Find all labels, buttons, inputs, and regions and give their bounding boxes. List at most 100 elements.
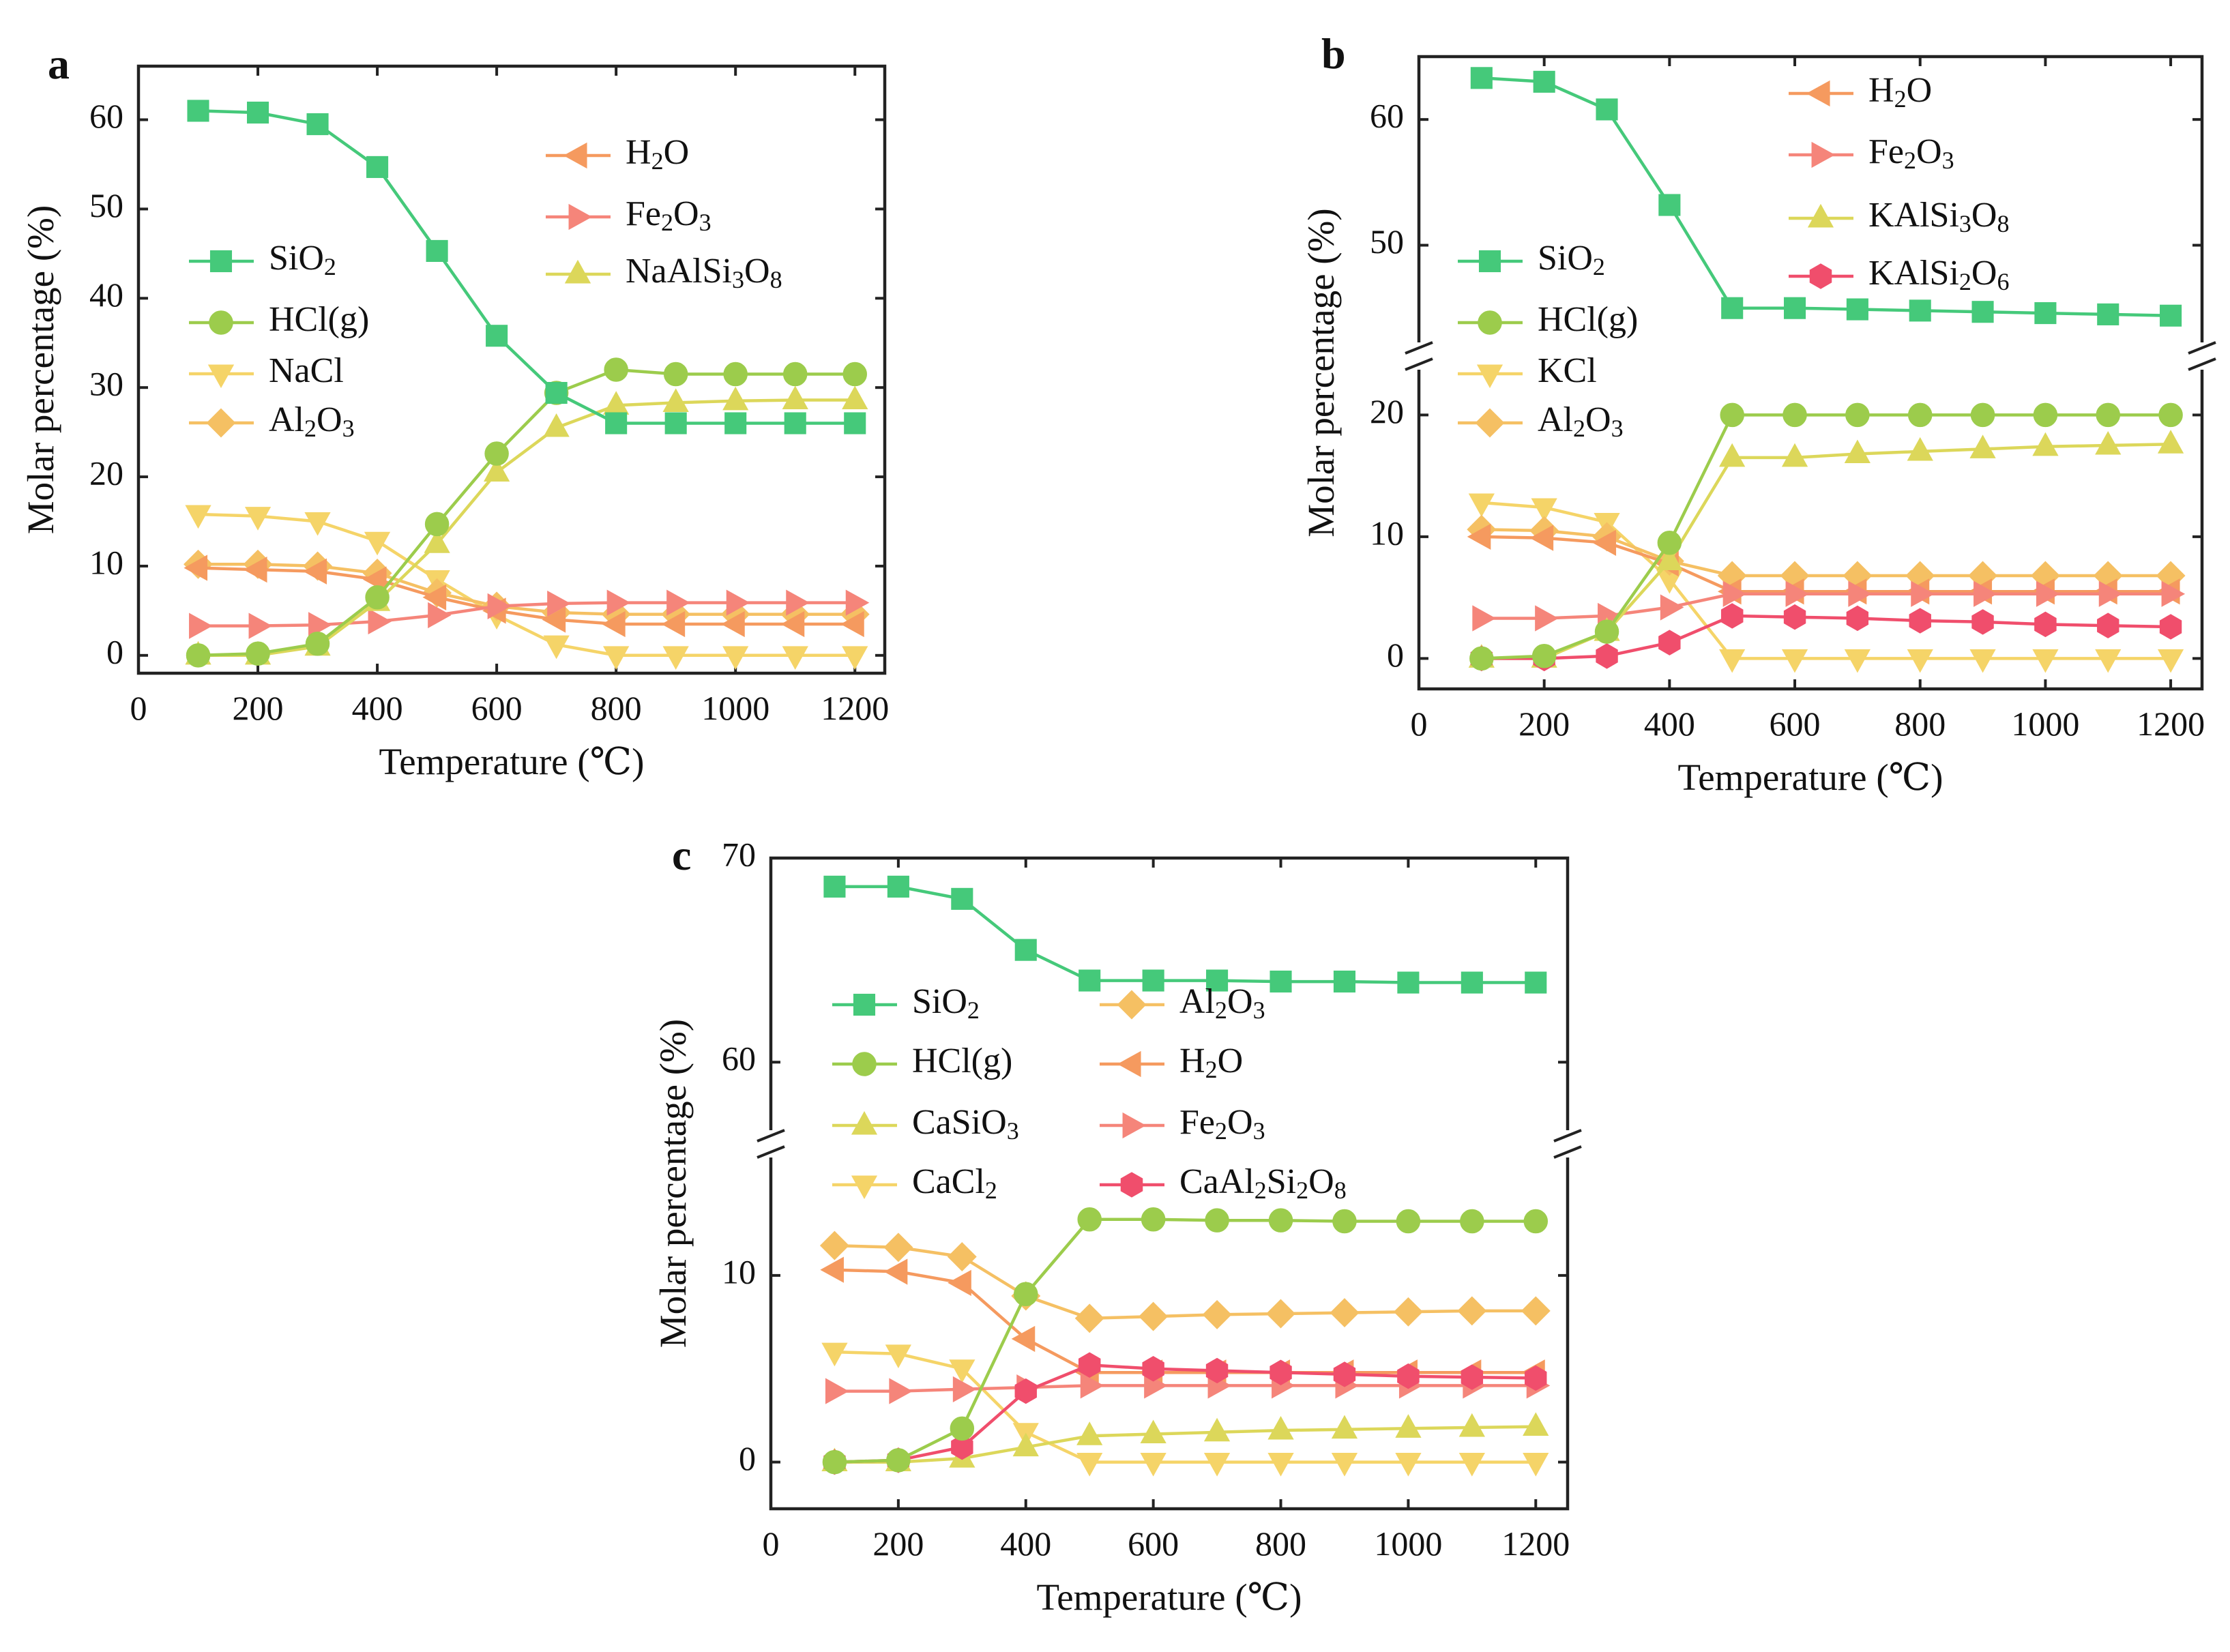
x-tick-label: 1000	[701, 689, 769, 727]
y-tick-label: 10	[89, 543, 123, 581]
axis-break-mark	[756, 1129, 786, 1159]
legend-marker	[1120, 1172, 1143, 1198]
legend-label: KCl	[1538, 351, 1597, 390]
data-point	[1782, 402, 1807, 428]
legend-item-Fe2O3: Fe2O3	[546, 194, 711, 236]
data-point	[1523, 1453, 1549, 1477]
data-point	[819, 1230, 849, 1260]
data-point	[1461, 971, 1483, 994]
data-point	[1140, 1453, 1167, 1477]
legend-label: CaAl2Si2O8	[1179, 1162, 1347, 1204]
data-point	[1781, 649, 1808, 673]
data-point	[721, 610, 745, 638]
data-point	[782, 385, 808, 410]
data-point	[1971, 609, 1994, 635]
data-point	[306, 113, 329, 136]
legend-marker	[1478, 310, 1502, 335]
data-point	[1783, 297, 1806, 319]
legend-label-subscript: 2	[1215, 997, 1227, 1024]
data-point	[1014, 939, 1037, 961]
data-point	[840, 610, 864, 638]
x-tick-label: 200	[872, 1524, 924, 1563]
legend-label: CaSiO3	[912, 1103, 1019, 1145]
legend-label-subscript: 3	[1253, 997, 1265, 1024]
data-point	[1012, 1432, 1039, 1457]
legend-label-subscript: 2	[651, 147, 664, 175]
data-point	[602, 610, 626, 638]
legend-item-CaSiO3: CaSiO3	[832, 1103, 1019, 1145]
data-point	[305, 632, 330, 656]
legend-marker	[1117, 990, 1147, 1020]
data-point	[244, 507, 272, 531]
data-point	[1722, 580, 1747, 607]
data-point	[1846, 298, 1868, 321]
legend-marker	[1478, 250, 1501, 273]
legend-marker	[1809, 263, 1832, 289]
data-point	[842, 362, 867, 387]
data-point	[1594, 619, 1619, 644]
data-point	[842, 646, 868, 670]
data-point	[1014, 1282, 1038, 1307]
data-point	[1014, 1378, 1037, 1404]
legend-label: KAlSi2O6	[1868, 254, 2009, 295]
series-Fe2O3	[1472, 580, 2186, 632]
x-axis-title: Temperature (℃)	[1677, 756, 1943, 798]
data-point	[782, 646, 808, 670]
data-point	[1533, 70, 1555, 93]
series-HCl(g)	[1469, 402, 2183, 671]
data-point	[886, 1448, 911, 1473]
legend-item-NaAlSi3O8: NaAlSi3O8	[546, 252, 782, 293]
series-line	[834, 1425, 1536, 1464]
legend-label-subscript: 3	[1007, 1117, 1019, 1145]
series-Fe2O3	[189, 589, 870, 639]
y-tick-label: 40	[89, 276, 123, 314]
data-point	[821, 1342, 848, 1367]
x-tick-label: 400	[1000, 1524, 1051, 1563]
legend-label-subscript: 2	[324, 253, 336, 280]
data-point	[605, 412, 628, 434]
data-point	[1076, 1453, 1103, 1477]
data-point	[2032, 432, 2059, 456]
legend-item-Fe2O3: Fe2O3	[1789, 132, 1954, 174]
data-point	[1848, 580, 1872, 607]
data-point	[1333, 971, 1356, 993]
data-point	[2157, 649, 2184, 673]
data-point	[883, 1258, 908, 1285]
legend-label: Al2O3	[1538, 400, 1624, 442]
legend-label-text: O	[744, 252, 770, 291]
data-point	[547, 590, 571, 617]
data-point	[845, 589, 870, 616]
series-SiO2	[187, 100, 866, 434]
x-tick-label: 800	[1255, 1524, 1306, 1563]
data-point	[303, 558, 327, 585]
data-point	[304, 512, 331, 536]
legend-label-subscript: 3	[1611, 415, 1624, 442]
data-point	[1458, 1413, 1485, 1437]
plot-frame	[769, 856, 1570, 1511]
legend-label-text: O	[1971, 254, 1997, 293]
y-tick-label: 50	[89, 186, 123, 224]
legend-label-text: KAlSi	[1868, 254, 1959, 293]
data-point	[949, 1359, 975, 1383]
data-point	[1657, 531, 1682, 555]
legend-label-text: Al	[269, 400, 304, 439]
data-point	[885, 1344, 911, 1368]
data-point	[1267, 1453, 1294, 1477]
data-point	[189, 613, 213, 639]
legend-label-text: SiO	[269, 239, 324, 278]
data-point	[1907, 402, 1933, 428]
data-point	[1596, 643, 1618, 669]
data-point	[1331, 1453, 1358, 1477]
y-tick-label: 10	[722, 1252, 756, 1290]
data-point	[1970, 402, 1995, 428]
data-point	[2098, 580, 2123, 607]
data-point	[1460, 1209, 1484, 1234]
legend-marker	[851, 1175, 878, 1200]
panel-letter: c	[672, 831, 691, 879]
data-point	[2034, 302, 2057, 325]
legend-item-SiO2: SiO2	[1458, 239, 1605, 280]
legend-label-subscript: 3	[732, 266, 744, 293]
y-tick-label: 60	[1370, 97, 1404, 135]
legend-label: KAlSi3O8	[1868, 196, 2009, 237]
